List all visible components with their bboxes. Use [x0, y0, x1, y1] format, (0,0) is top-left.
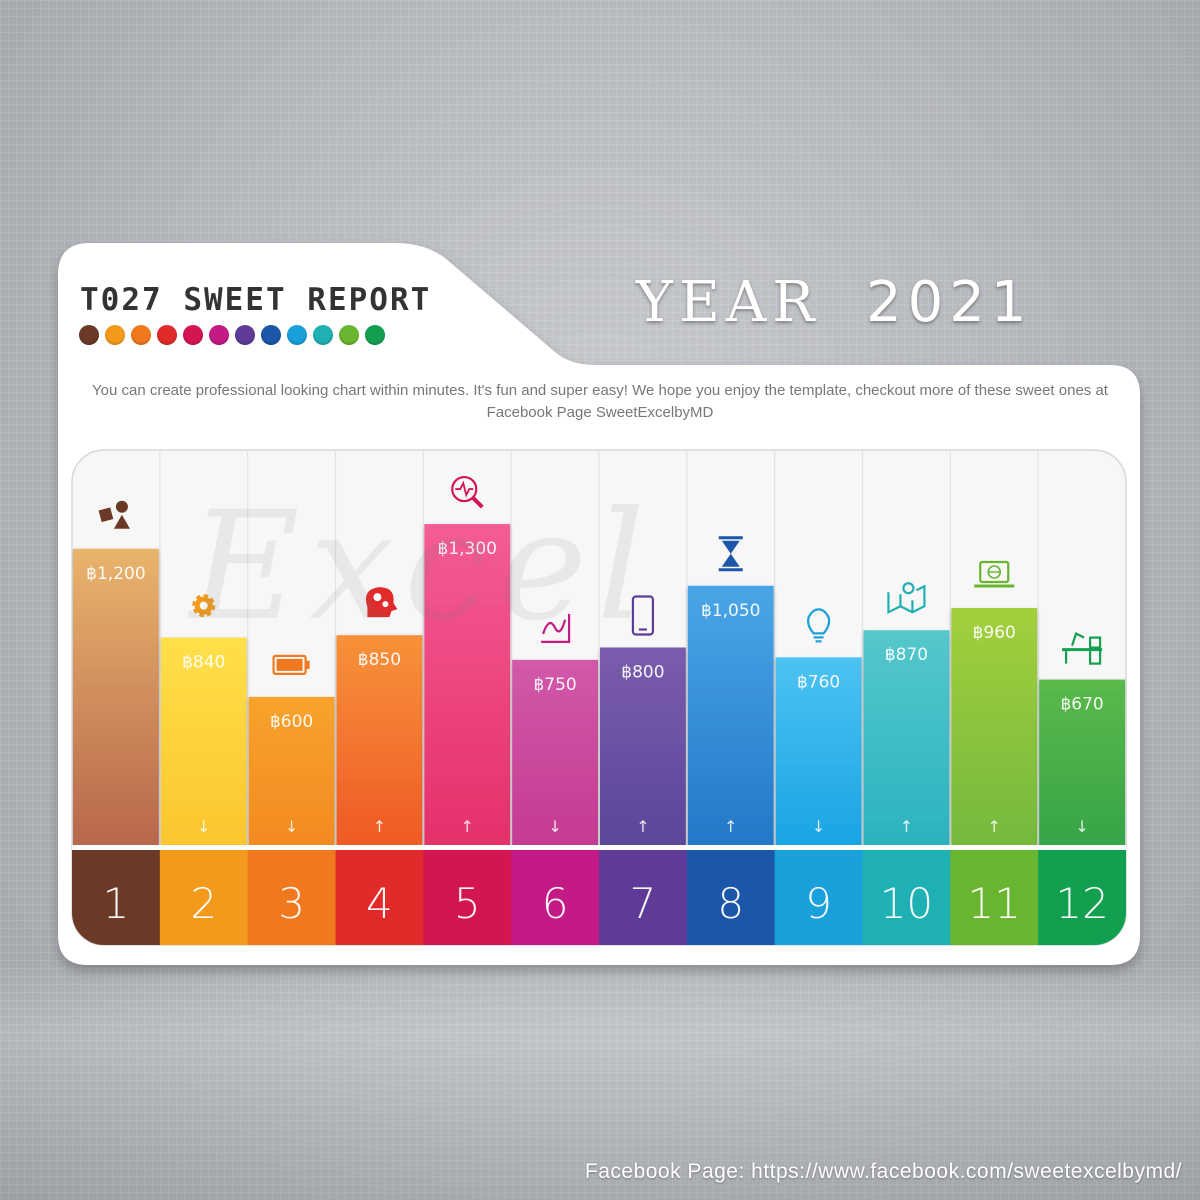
data-label-4: ฿850 [358, 650, 401, 670]
category-label-12: 12 [1055, 879, 1108, 928]
bar-1 [73, 548, 159, 845]
category-label-9: 9 [805, 879, 832, 928]
data-label-11: ฿960 [973, 623, 1016, 643]
bar-7 [600, 647, 686, 845]
page-title: T027 SWEET REPORT [80, 282, 432, 318]
category-label-3: 3 [278, 879, 305, 928]
year-label: YEAR [636, 270, 821, 335]
color-dot-1 [79, 325, 99, 345]
base-block-2 [159, 850, 249, 945]
chart-layer: ฿1,200 1 ฿840 ↓ 2 ฿600 ↓ 3 ฿850 ↑ 4 ฿1,300 ↑ 5 ฿750 ↓ 6 ฿… [72, 450, 1126, 945]
data-label-8: ฿1,050 [701, 601, 760, 621]
footer-link-text: Facebook Page: https://www.facebook.com/… [584, 1160, 1182, 1183]
category-label-7: 7 [630, 879, 657, 928]
laptop-globe-icon [974, 560, 1015, 588]
hourglass-icon [718, 536, 743, 572]
base-block-10 [862, 850, 951, 945]
color-dot-12 [365, 325, 385, 345]
desk-icon [1062, 632, 1103, 665]
data-label-6: ฿750 [533, 675, 576, 695]
trend-chart-icon [541, 613, 571, 643]
head-gears-icon [365, 587, 398, 618]
color-dot-4 [157, 325, 177, 345]
bar-8 [687, 585, 774, 845]
color-dot-5 [183, 325, 203, 345]
shapes-icon [98, 500, 130, 529]
bar-10 [863, 630, 950, 845]
bars-group: ฿1,200 1 ฿840 ↓ 2 ฿600 ↓ 3 ฿850 ↑ 4 ฿1,300 ↑ 5 ฿750 ↓ 6 ฿… [72, 450, 1126, 945]
description-text: You can create professional looking char… [92, 382, 1108, 421]
base-block-11 [950, 850, 1039, 945]
trend-arrow-10: ↑ [900, 817, 913, 836]
category-label-10: 10 [880, 879, 933, 928]
trend-arrow-4: ↑ [373, 817, 386, 836]
trend-arrow-3: ↓ [285, 817, 298, 836]
bar-3 [248, 696, 335, 845]
base-block-9 [774, 850, 863, 945]
lightbulb-icon [807, 608, 831, 643]
color-dot-9 [287, 325, 307, 345]
smartphone-icon [631, 595, 655, 636]
data-label-7: ฿800 [621, 663, 664, 683]
bar-6 [512, 659, 598, 845]
color-dot-6 [209, 325, 229, 345]
base-block-6 [511, 850, 600, 945]
trend-arrow-12: ↓ [1075, 817, 1088, 836]
base-block-7 [599, 850, 688, 945]
trend-arrow-11: ↑ [988, 817, 1001, 836]
base-block-4 [335, 850, 424, 945]
data-label-5: ฿1,300 [438, 539, 497, 559]
category-label-6: 6 [542, 879, 569, 928]
bar-2 [160, 637, 247, 845]
baseline-divider [72, 845, 1126, 850]
magnifier-pulse-icon [451, 475, 484, 509]
color-dot-2 [105, 325, 125, 345]
data-label-10: ฿870 [885, 645, 928, 665]
trend-arrow-2: ↓ [197, 817, 210, 836]
trend-arrow-8: ↑ [724, 817, 737, 836]
category-label-11: 11 [968, 879, 1021, 928]
base-block-12 [1038, 850, 1126, 945]
floor-reflection [0, 960, 1200, 1200]
trend-arrow-9: ↓ [812, 817, 825, 836]
color-dot-8 [261, 325, 281, 345]
bar-11 [951, 608, 1038, 845]
data-label-12: ฿670 [1060, 695, 1103, 715]
category-label-1: 1 [103, 879, 130, 928]
color-dots [79, 325, 385, 345]
data-label-3: ฿600 [270, 712, 313, 732]
bar-12 [1039, 679, 1125, 845]
base-block-8 [686, 850, 776, 945]
gear-icon [192, 594, 216, 618]
color-dot-11 [339, 325, 359, 345]
data-label-9: ฿760 [797, 672, 840, 692]
data-label-1: ฿1,200 [86, 564, 145, 584]
bar-9 [775, 657, 862, 845]
year-value: 2021 [866, 270, 1033, 335]
category-label-4: 4 [366, 879, 393, 928]
bar-4 [336, 635, 423, 845]
base-block-3 [247, 850, 336, 945]
color-dot-10 [313, 325, 333, 345]
category-label-2: 2 [190, 879, 217, 928]
battery-icon [272, 654, 310, 675]
trend-arrow-6: ↓ [548, 817, 561, 836]
base-block-1 [72, 850, 161, 945]
base-block-5 [423, 850, 512, 945]
trend-arrow-5: ↑ [461, 817, 474, 836]
color-dot-3 [131, 325, 151, 345]
trend-arrow-7: ↑ [636, 817, 649, 836]
color-dot-7 [235, 325, 255, 345]
category-label-5: 5 [454, 879, 481, 928]
bar-5 [424, 524, 511, 845]
data-label-2: ฿840 [182, 653, 225, 673]
map-pin-icon [887, 582, 926, 614]
category-label-8: 8 [717, 879, 744, 928]
